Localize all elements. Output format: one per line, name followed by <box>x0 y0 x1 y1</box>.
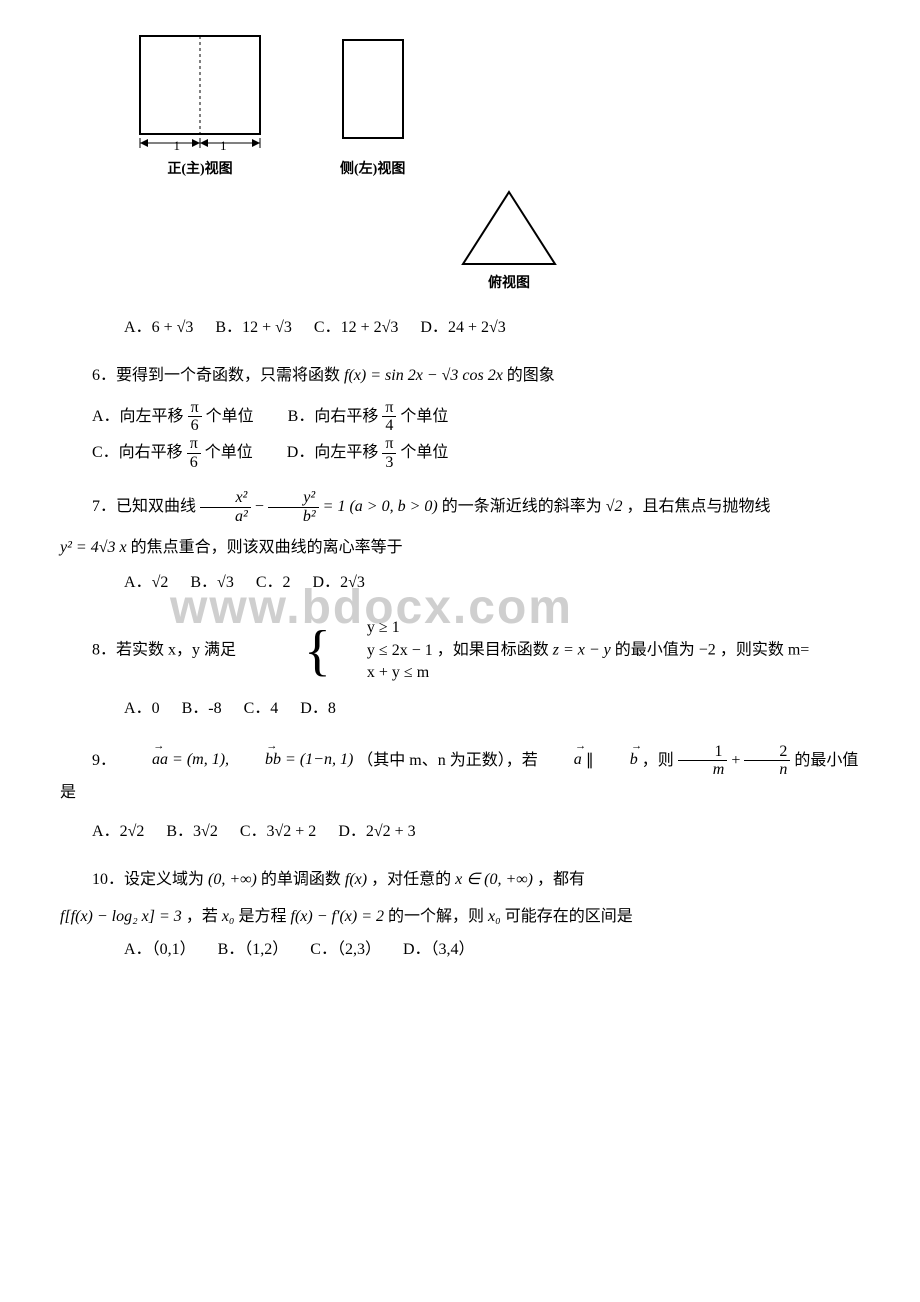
q6-func: f(x) = sin 2x − √3 cos 2x <box>344 367 503 384</box>
q7-opt-D: D．2√3 <box>313 574 365 591</box>
q8-opt-D: D．8 <box>300 700 336 717</box>
q10-opt-D: D．（3,4） <box>403 941 475 958</box>
page-content: 1 1 正(主)视图 侧(左)视图 俯视图 A．6 + √3 B．12 + √3… <box>60 30 860 966</box>
top-view: 俯视图 <box>158 188 860 292</box>
top-caption: 俯视图 <box>488 272 530 292</box>
q10-opt-C: C．（2,3） <box>310 941 381 958</box>
side-view: 侧(左)视图 <box>340 34 405 178</box>
q6-stem: 6．要得到一个奇函数，只需将函数 f(x) = sin 2x − √3 cos … <box>60 362 860 391</box>
figure-row-1: 1 1 正(主)视图 侧(左)视图 <box>130 30 860 178</box>
top-view-svg <box>459 188 559 268</box>
q8-stem: 8．若实数 x，y 满足 { y ≥ 1 y ≤ 2x − 1 x + y ≤ … <box>60 617 860 684</box>
q10-options: A．（0,1） B．（1,2） C．（2,3） D．（3,4） <box>92 934 860 966</box>
dim-left: 1 <box>174 138 181 154</box>
q10-opt-B: B．（1,2） <box>218 941 289 958</box>
q5-opt-B: B．12 + √3 <box>215 319 292 336</box>
q9-options: A．2√2 B．3√2 C．3√2 + 2 D．2√2 + 3 <box>92 816 860 848</box>
q7-stem: 7．已知双曲线 x²a² − y²b² = 1 (a > 0, b > 0) 的… <box>60 489 860 525</box>
q7-stem-line2: y² = 4√3 x 的焦点重合，则该双曲线的离心率等于 <box>60 533 860 557</box>
q8-options: A．0 B．-8 C．4 D．8 <box>92 693 860 725</box>
q9-opt-A: A．2√2 <box>92 823 144 840</box>
q9-opt-C: C．3√2 + 2 <box>240 823 317 840</box>
q6-opt-A: A．向左平移 π6 个单位 <box>92 408 258 425</box>
side-caption: 侧(左)视图 <box>340 158 405 178</box>
q6-opt-B: B．向右平移 π4 个单位 <box>288 408 449 425</box>
front-view: 1 1 正(主)视图 <box>130 30 270 178</box>
q10-stem-line2: f[f(x) − log₂ x] = 3 ，若 x₀ 是方程 f(x) − f′… <box>60 902 860 926</box>
q9-opt-B: B．3√2 <box>166 823 217 840</box>
front-view-svg <box>130 30 270 150</box>
dim-right: 1 <box>220 138 227 154</box>
q10-stem-line1: 10．设定义域为 (0, +∞) 的单调函数 f(x) ，对任意的 x ∈ (0… <box>60 866 860 895</box>
vec-b-icon: b <box>233 746 273 775</box>
q9-opt-D: D．2√2 + 3 <box>338 823 415 840</box>
q7-options: A．√2 B．√3 C．2 D．2√3 <box>92 567 860 599</box>
figure-group: 1 1 正(主)视图 侧(左)视图 俯视图 <box>130 30 860 292</box>
q7-opt-A: A．√2 <box>124 574 168 591</box>
q6-opt-D: D．向左平移 π3 个单位 <box>287 444 449 461</box>
q8-opt-B: B．-8 <box>182 700 222 717</box>
front-caption: 正(主)视图 <box>167 158 232 178</box>
q7-opt-B: B．√3 <box>190 574 233 591</box>
vec-b2-icon: b <box>598 746 638 775</box>
q6-opt-C: C．向右平移 π6 个单位 <box>92 444 257 461</box>
q9-stem: 9． aa = (m, 1), bb = (1−n, 1) （其中 m、n 为正… <box>60 743 860 808</box>
q10-opt-A: A．（0,1） <box>124 941 196 958</box>
q8-system: { y ≥ 1 y ≤ 2x − 1 x + y ≤ m <box>240 617 433 684</box>
vec-a-icon: a <box>120 746 160 775</box>
q8-opt-A: A．0 <box>124 700 160 717</box>
q7-opt-C: C．2 <box>256 574 291 591</box>
q5-opt-D: D．24 + 2√3 <box>420 319 505 336</box>
q6-options-row1: A．向左平移 π6 个单位 B．向右平移 π4 个单位 <box>92 399 860 435</box>
vec-a2-icon: a <box>542 746 582 775</box>
q6-options-row2: C．向右平移 π6 个单位 D．向左平移 π3 个单位 <box>92 435 860 471</box>
q5-options: A．6 + √3 B．12 + √3 C．12 + 2√3 D．24 + 2√3 <box>92 312 860 344</box>
q8-opt-C: C．4 <box>244 700 279 717</box>
q5-opt-C: C．12 + 2√3 <box>314 319 399 336</box>
q5-opt-A: A．6 + √3 <box>124 319 193 336</box>
side-view-svg <box>341 34 405 154</box>
